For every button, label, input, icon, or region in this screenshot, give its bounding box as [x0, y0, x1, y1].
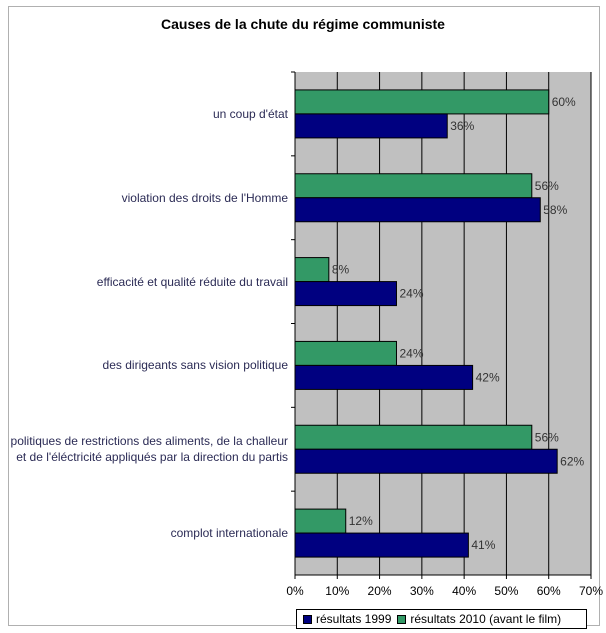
x-tick-label: 0% [286, 584, 304, 598]
bar-1999 [294, 364, 474, 390]
legend-swatch-1999 [303, 614, 312, 624]
category-label: complot internationale [170, 526, 288, 541]
legend-item-1999: résultats 1999 [303, 612, 391, 626]
x-tick-label: 50% [494, 584, 518, 598]
data-label-1999: 42% [476, 370, 500, 384]
legend: résultats 1999 résultats 2010 (avant le … [296, 609, 587, 629]
x-tick-label: 40% [452, 584, 476, 598]
data-label-2010: 8% [332, 263, 350, 277]
legend-item-2010: résultats 2010 (avant le film) [397, 612, 561, 626]
x-tick-label: 30% [410, 584, 434, 598]
x-tick-label: 20% [368, 584, 392, 598]
x-tick-label: 10% [325, 584, 349, 598]
bar-2010 [294, 508, 347, 534]
bar-2010 [294, 173, 533, 199]
data-label-1999: 41% [471, 538, 495, 552]
category-label: efficacité et qualité réduite du travail [96, 274, 288, 289]
data-label-2010: 12% [349, 514, 373, 528]
data-label-2010: 56% [535, 179, 559, 193]
legend-swatch-2010 [397, 614, 407, 624]
bar-1999 [294, 281, 397, 307]
legend-label-2010: résultats 2010 (avant le film) [410, 612, 562, 626]
data-label-1999: 36% [450, 119, 474, 133]
data-label-2010: 24% [399, 346, 423, 360]
category-label: un coup d'état [212, 106, 288, 121]
plot-area [295, 72, 591, 575]
data-label-2010: 60% [552, 95, 576, 109]
data-label-1999: 24% [399, 287, 423, 301]
category-label: politiques de restrictions des aliments,… [10, 434, 288, 465]
data-label-1999: 62% [560, 454, 584, 468]
bar-1999 [294, 197, 541, 223]
bar-2010 [294, 424, 533, 450]
bar-1999 [294, 448, 558, 474]
data-label-1999: 58% [543, 203, 567, 217]
category-label: violation des droits de l'Homme [121, 190, 288, 205]
x-tick-label: 70% [579, 584, 603, 598]
bar-2010 [294, 89, 550, 115]
bar-2010 [294, 257, 330, 283]
bar-1999 [294, 113, 448, 139]
legend-label-1999: résultats 1999 [316, 612, 392, 626]
category-label: des dirigeants sans vision politique [102, 358, 288, 373]
bar-2010 [294, 340, 397, 366]
data-label-2010: 56% [535, 430, 559, 444]
x-tick-label: 60% [537, 584, 561, 598]
bar-1999 [294, 532, 469, 558]
chart-title: Causes de la chute du régime communiste [161, 16, 445, 32]
